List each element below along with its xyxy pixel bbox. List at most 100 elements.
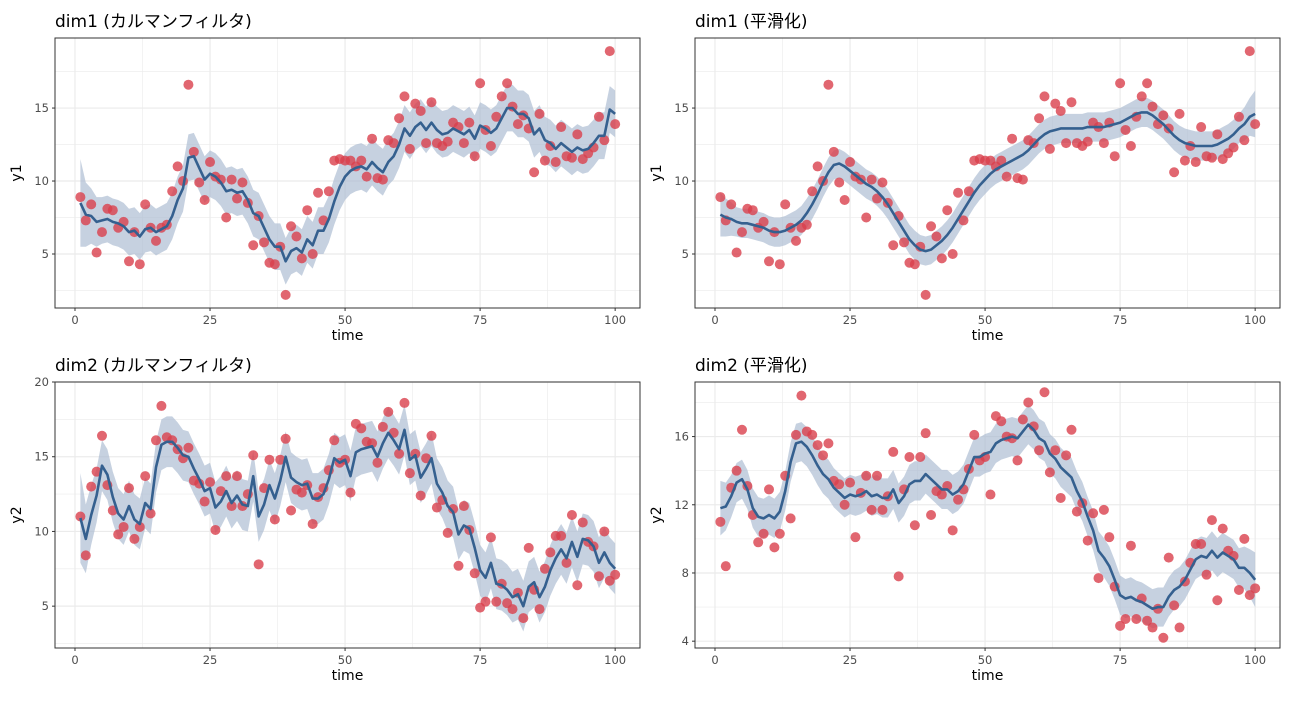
observation-point <box>812 161 823 172</box>
observation-point <box>801 219 812 230</box>
observation-point <box>539 155 550 166</box>
observation-point <box>377 421 388 432</box>
observation-point <box>226 174 237 185</box>
observation-point <box>1206 515 1217 526</box>
x-tick-label: 75 <box>473 313 488 327</box>
observation-point <box>275 454 286 465</box>
observation-point <box>823 79 834 90</box>
observation-point <box>1082 535 1093 546</box>
observation-point <box>1179 155 1190 166</box>
observation-point <box>188 146 199 157</box>
observation-point <box>1120 124 1131 135</box>
observation-point <box>1169 167 1180 178</box>
y-tick-label: 4 <box>682 634 689 648</box>
observation-point <box>91 247 102 258</box>
observation-point <box>323 186 334 197</box>
observation-point <box>415 490 426 501</box>
observation-point <box>502 78 513 89</box>
observation-point <box>561 557 572 568</box>
observation-point <box>361 171 372 182</box>
x-tick-label: 25 <box>843 313 858 327</box>
observation-point <box>221 212 232 223</box>
observation-point <box>269 259 280 270</box>
observation-point <box>720 561 731 572</box>
observation-point <box>818 450 829 461</box>
y-tick-label: 12 <box>674 498 689 512</box>
x-tick-label: 50 <box>978 653 993 667</box>
observation-point <box>259 237 270 248</box>
observation-point <box>426 430 437 441</box>
observation-point <box>577 517 588 528</box>
observation-point <box>1131 614 1142 625</box>
observation-point <box>899 237 910 248</box>
observation-point <box>302 205 313 216</box>
observation-point <box>1244 46 1255 57</box>
panel-1: 0 25 50 75 100 5 10 15 dim1 (カルマンフィルタ) time y1 <box>9 12 641 344</box>
observation-point <box>1169 600 1180 611</box>
observation-point <box>731 465 742 476</box>
observation-point <box>1244 590 1255 601</box>
observation-point <box>1023 397 1034 408</box>
observation-point <box>866 504 877 515</box>
observation-point <box>134 521 145 532</box>
observation-point <box>599 526 610 537</box>
observation-point <box>1044 467 1055 478</box>
observation-point <box>1098 138 1109 149</box>
observation-point <box>774 528 785 539</box>
observation-point <box>183 79 194 90</box>
observation-point <box>1109 151 1120 162</box>
observation-point <box>453 560 464 571</box>
observation-point <box>383 406 394 417</box>
observation-point <box>715 192 726 203</box>
observation-point <box>145 508 156 519</box>
observation-point <box>1250 583 1261 594</box>
observation-point <box>604 46 615 57</box>
observation-point <box>1007 133 1018 144</box>
observation-point <box>172 161 183 172</box>
observation-point <box>237 501 248 512</box>
observation-point <box>410 98 421 109</box>
observation-point <box>124 256 135 267</box>
observation-point <box>215 174 226 185</box>
panel-border <box>54 381 641 649</box>
observation-point <box>888 446 899 457</box>
observation-point <box>764 484 775 495</box>
observation-point <box>556 122 567 133</box>
x-tick-label: 25 <box>843 653 858 667</box>
observation-point <box>861 212 872 223</box>
observation-point <box>1206 152 1217 163</box>
observation-point <box>1158 632 1169 643</box>
observation-point <box>572 129 583 140</box>
observation-point <box>1039 387 1050 398</box>
observation-point <box>307 249 318 259</box>
observation-point <box>96 227 107 238</box>
observation-point <box>1012 455 1023 466</box>
y-axis-label: y2 <box>649 506 665 523</box>
x-tick-label: 25 <box>203 653 218 667</box>
observation-point <box>872 193 883 204</box>
panel-3: 0 25 50 75 100 5 10 15 20 dim2 (カルマンフィルタ) time y2 <box>9 356 641 684</box>
y-tick-label: 5 <box>42 599 49 613</box>
observation-point <box>958 215 969 226</box>
observation-point <box>877 504 888 515</box>
observation-point <box>518 613 529 624</box>
observation-point <box>1050 445 1061 456</box>
confidence-band <box>720 405 1256 629</box>
y-axis-label: y2 <box>9 506 25 523</box>
observation-point <box>1163 552 1174 563</box>
observation-point <box>1088 508 1099 519</box>
observation-point <box>469 568 480 579</box>
confidence-band <box>80 404 616 632</box>
observation-point <box>377 174 388 185</box>
x-tick-label: 50 <box>338 313 353 327</box>
observation-point <box>539 563 550 574</box>
x-tick-label: 0 <box>711 653 718 667</box>
y-tick-label: 5 <box>682 247 689 261</box>
observation-point <box>534 108 545 119</box>
observation-point <box>280 433 291 444</box>
x-tick-label: 100 <box>1244 313 1266 327</box>
observation-point <box>1093 573 1104 584</box>
observation-point <box>1066 424 1077 435</box>
observation-point <box>769 542 780 553</box>
observation-point <box>1050 98 1061 109</box>
